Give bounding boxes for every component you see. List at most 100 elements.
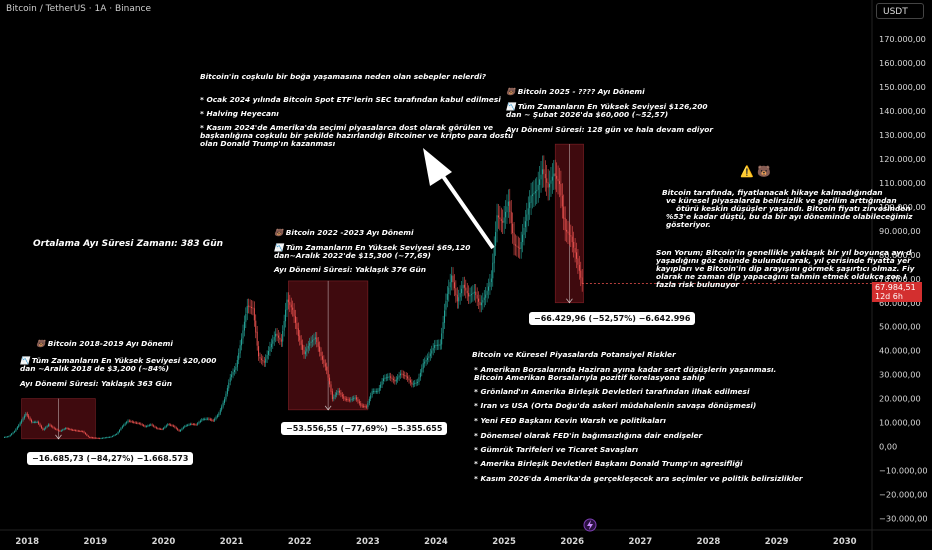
- candle-body: [238, 353, 240, 360]
- candle-body: [351, 398, 353, 400]
- candle-body: [36, 421, 38, 423]
- candle-body: [195, 424, 197, 426]
- candle-body: [320, 352, 322, 356]
- candle-body: [265, 358, 267, 363]
- candle-body: [475, 291, 477, 296]
- candle-body: [568, 233, 570, 235]
- candle-body: [76, 430, 78, 432]
- candle-body: [346, 398, 348, 400]
- candle-body: [426, 357, 428, 360]
- candle-body: [256, 331, 258, 346]
- candle-body: [8, 436, 10, 438]
- candle-body: [218, 413, 220, 416]
- candle-body: [46, 425, 48, 428]
- candle-body: [479, 302, 481, 306]
- candle-body: [214, 418, 216, 421]
- candle-body: [222, 402, 224, 407]
- candle-body: [380, 384, 382, 388]
- candle-body: [540, 174, 542, 180]
- bear2018-line: dan ~Aralık 2018 de $3,200 (~84%): [20, 364, 169, 373]
- candle-body: [289, 302, 291, 305]
- candle-body: [99, 438, 101, 440]
- candle-body: [18, 424, 20, 427]
- bear2025-line: 📉 Tüm Zamanların En Yüksek Seviyesi $126…: [506, 102, 708, 111]
- candle-body: [28, 415, 30, 418]
- candle-body: [107, 437, 109, 439]
- candle-body: [409, 380, 411, 383]
- candle-body: [241, 338, 243, 346]
- candle-body: [482, 300, 484, 303]
- candle-body: [367, 402, 369, 407]
- measure-2025: −66.429,96 (−52,57%) −6.642.996: [529, 312, 696, 325]
- candle-body: [353, 398, 355, 400]
- candle-body: [143, 425, 145, 427]
- candle-body: [549, 183, 551, 188]
- bear-period-arrow: [324, 405, 332, 411]
- candle-body: [189, 423, 191, 425]
- candle-body: [67, 428, 69, 430]
- candle-body: [397, 377, 399, 380]
- candle-body: [96, 437, 98, 439]
- candle-body: [414, 383, 416, 385]
- candle-body: [248, 305, 250, 307]
- candle-body: [144, 425, 146, 427]
- candle-body: [110, 436, 112, 438]
- candle-body: [473, 291, 475, 293]
- candle-body: [571, 236, 573, 243]
- candle-body: [224, 399, 226, 403]
- candle-body: [106, 437, 108, 439]
- risks-line: * Dönemsel olarak FED'in bağımsızlığına …: [474, 431, 703, 440]
- candle-body: [60, 430, 62, 432]
- candle-body: [401, 373, 403, 375]
- candle-body: [80, 431, 82, 433]
- candle-body: [556, 175, 558, 179]
- candle-body: [319, 346, 321, 352]
- candle-body: [212, 420, 214, 422]
- candle-body: [6, 436, 8, 438]
- candle-body: [574, 247, 576, 253]
- candle-body: [348, 399, 350, 401]
- candle-body: [500, 219, 502, 221]
- y-tick-label: 170.000,00: [879, 34, 926, 44]
- candle-body: [202, 419, 204, 421]
- candle-body: [404, 375, 406, 377]
- candle-body: [316, 337, 318, 343]
- candle-body: [285, 309, 287, 322]
- candle-body: [302, 344, 304, 350]
- candle-body: [184, 425, 186, 428]
- candle-body: [557, 178, 559, 182]
- measure-2022: −53.556,55 (−77,69%) −5.355.655: [281, 422, 448, 435]
- candle-body: [371, 391, 373, 396]
- candle-body: [388, 376, 390, 378]
- candle-body: [340, 392, 342, 395]
- candle-body: [292, 307, 294, 310]
- candle-body: [174, 426, 176, 428]
- candle-body: [93, 437, 95, 439]
- candle-body: [272, 340, 274, 344]
- y-tick-label: 120.000,00: [879, 154, 926, 164]
- candle-body: [512, 223, 514, 234]
- candle-body: [63, 428, 65, 430]
- conclusion-line: kayıpları ve Bitcoin'in dip arayışını gö…: [656, 264, 915, 273]
- candle-body: [113, 435, 115, 437]
- candle-body: [12, 432, 14, 434]
- x-tick-label: 2026: [560, 537, 584, 547]
- candle-body: [374, 391, 376, 393]
- candle-body: [505, 211, 507, 218]
- candle-body: [163, 428, 164, 430]
- candle-body: [448, 287, 450, 294]
- candle-body: [293, 309, 295, 317]
- candle-body: [269, 346, 271, 352]
- candle-body: [299, 335, 301, 341]
- currency-selector[interactable]: USDT: [876, 3, 924, 19]
- candle-body: [286, 299, 288, 311]
- candle-body: [232, 372, 234, 375]
- candle-body: [337, 390, 339, 393]
- candle-body: [453, 282, 455, 289]
- x-tick-label: 2022: [288, 537, 312, 547]
- candle-body: [405, 375, 407, 377]
- annotation-arrow-head: [423, 148, 452, 186]
- candle-body: [390, 376, 392, 378]
- candle-body: [435, 344, 437, 346]
